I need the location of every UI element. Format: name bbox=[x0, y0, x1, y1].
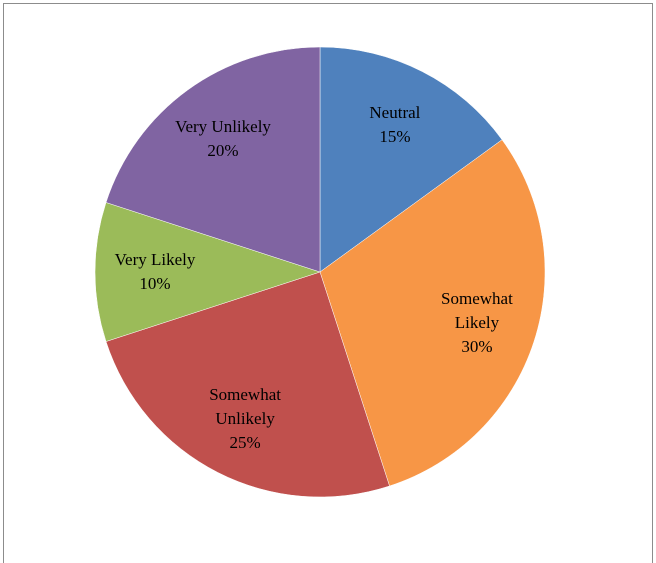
slice-label: Neutral 15% bbox=[347, 101, 443, 149]
pie-slice bbox=[319, 46, 503, 273]
slice-label: Very Likely 10% bbox=[107, 248, 203, 296]
slice-label: Somewhat Likely 30% bbox=[429, 287, 525, 359]
value-label: 25% bbox=[229, 433, 261, 453]
slice-label: Very Unlikely 20% bbox=[175, 115, 271, 163]
pie-slice bbox=[105, 271, 390, 498]
category-label: Neutral bbox=[369, 102, 421, 122]
value-label: 15% bbox=[379, 126, 411, 146]
category-label: Very Likely bbox=[114, 250, 196, 269]
slice-label: Somewhat Unlikely 25% bbox=[197, 383, 293, 455]
pie-slice bbox=[105, 46, 321, 273]
value-label: 10% bbox=[139, 274, 171, 293]
chart-frame bbox=[3, 3, 653, 563]
pie-slice bbox=[94, 202, 321, 342]
category-label: Very Unlikely bbox=[175, 116, 271, 136]
value-label: 30% bbox=[461, 336, 493, 356]
category-label: Somewhat Unlikely bbox=[209, 385, 281, 429]
pie-slice bbox=[319, 139, 546, 487]
category-label: Somewhat Likely bbox=[441, 288, 513, 332]
value-label: 20% bbox=[207, 140, 239, 160]
